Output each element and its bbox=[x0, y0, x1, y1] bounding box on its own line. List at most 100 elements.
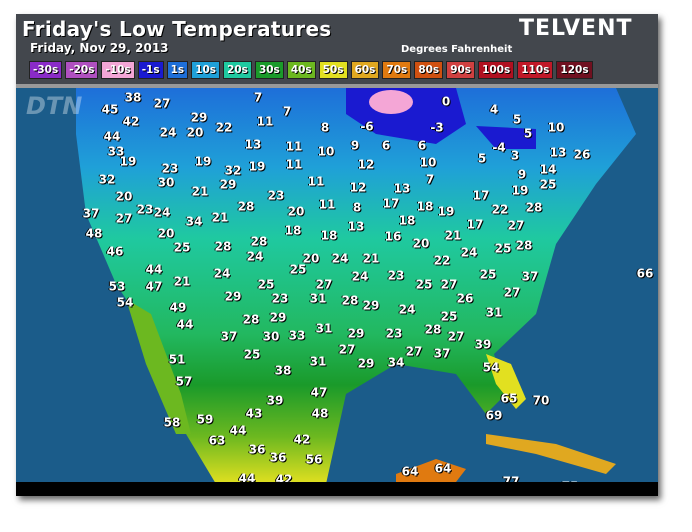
legend-swatch: 60s bbox=[350, 61, 380, 79]
temperature-label: 65 bbox=[500, 391, 518, 406]
temperature-label: 20 bbox=[287, 204, 305, 219]
temperature-label: 21 bbox=[211, 210, 229, 225]
temperature-label: 0 bbox=[441, 94, 451, 109]
temperature-label: 28 bbox=[341, 293, 359, 308]
temperature-label: 13 bbox=[393, 181, 411, 196]
temperature-label: 24 bbox=[153, 205, 171, 220]
temperature-label: 37 bbox=[433, 346, 451, 361]
temperature-label: 23 bbox=[161, 161, 179, 176]
temperature-label: 26 bbox=[573, 147, 591, 162]
temperature-label: 57 bbox=[175, 374, 193, 389]
temperature-label: -3 bbox=[430, 120, 444, 135]
temperature-label: 22 bbox=[491, 202, 509, 217]
temperature-label: 27 bbox=[440, 277, 458, 292]
temperature-label: 32 bbox=[224, 163, 242, 178]
temperature-label: 21 bbox=[191, 184, 209, 199]
temperature-label: 16 bbox=[384, 229, 402, 244]
temperature-label: 20 bbox=[115, 189, 133, 204]
temperature-label: 24 bbox=[331, 251, 349, 266]
temperature-label: 28 bbox=[515, 238, 533, 253]
header-bar: Friday's Low Temperatures Friday, Nov 29… bbox=[16, 14, 658, 86]
temperature-label: 47 bbox=[145, 279, 163, 294]
temperature-legend: -30s -20s -10s -1s 1s 10s 20s 30s 40s 50s 60s 70s 80… bbox=[29, 61, 593, 79]
temperature-label: 17 bbox=[466, 217, 484, 232]
legend-swatch: 30s bbox=[254, 61, 284, 79]
temperature-label: 18 bbox=[320, 228, 338, 243]
temperature-label: 64 bbox=[434, 461, 452, 476]
temperature-label: 18 bbox=[398, 213, 416, 228]
cold-pocket-minus10 bbox=[369, 90, 413, 114]
temperature-label: 27 bbox=[447, 329, 465, 344]
temperature-label: 59 bbox=[196, 412, 214, 427]
temperature-label: 27 bbox=[315, 277, 333, 292]
temperature-label: 22 bbox=[215, 120, 233, 135]
temperature-label: 25 bbox=[440, 309, 458, 324]
temperature-label: 20 bbox=[302, 251, 320, 266]
temperature-label: 18 bbox=[416, 199, 434, 214]
temperature-label: 25 bbox=[539, 177, 557, 192]
temperature-label: 37 bbox=[521, 269, 539, 284]
legend-swatch: -30s bbox=[29, 61, 63, 79]
temperature-label: 19 bbox=[119, 154, 137, 169]
temperature-label: 11 bbox=[285, 157, 303, 172]
temperature-label: 45 bbox=[101, 102, 119, 117]
temperature-label: 25 bbox=[494, 241, 512, 256]
map-date: Friday, Nov 29, 2013 bbox=[30, 41, 169, 55]
temperature-label: 32 bbox=[98, 172, 116, 187]
legend-swatch: 100s bbox=[478, 61, 515, 79]
temperature-label: 24 bbox=[159, 125, 177, 140]
temperature-label: 3 bbox=[510, 148, 520, 163]
temperature-label: 27 bbox=[405, 344, 423, 359]
temperature-label: 30 bbox=[262, 329, 280, 344]
temperature-label: 28 bbox=[525, 200, 543, 215]
temperature-label: 56 bbox=[305, 452, 323, 467]
temperature-label: 25 bbox=[173, 240, 191, 255]
temperature-label: 21 bbox=[173, 274, 191, 289]
temperature-label: 48 bbox=[311, 406, 329, 421]
map-background bbox=[76, 88, 636, 484]
temperature-label: 11 bbox=[256, 114, 274, 129]
temperature-label: 31 bbox=[309, 291, 327, 306]
temperature-label: 18 bbox=[284, 223, 302, 238]
temperature-label: 5 bbox=[523, 126, 533, 141]
temperature-label: 21 bbox=[362, 251, 380, 266]
temperature-label: 23 bbox=[267, 188, 285, 203]
temperature-label: 28 bbox=[242, 312, 260, 327]
temperature-label: 14 bbox=[539, 162, 557, 177]
temperature-label: 27 bbox=[338, 342, 356, 357]
temperature-label: 44 bbox=[176, 317, 194, 332]
temperature-label: 22 bbox=[433, 253, 451, 268]
temperature-label: 37 bbox=[220, 329, 238, 344]
temperature-label: 26 bbox=[456, 291, 474, 306]
legend-swatch: 20s bbox=[223, 61, 252, 79]
header-divider bbox=[16, 84, 658, 88]
temperature-label: -6 bbox=[360, 119, 374, 134]
temperature-label: 25 bbox=[289, 262, 307, 277]
temperature-label: 7 bbox=[282, 104, 292, 119]
temperature-label: 42 bbox=[122, 114, 140, 129]
temperature-label: 36 bbox=[269, 450, 287, 465]
temperature-label: 34 bbox=[387, 355, 405, 370]
temperature-label: 5 bbox=[512, 112, 522, 127]
cold-pocket-quebec bbox=[476, 126, 536, 149]
temperature-label: 20 bbox=[186, 125, 204, 140]
temperature-label: 6 bbox=[417, 138, 427, 153]
temperature-label: 51 bbox=[168, 352, 186, 367]
temperature-label: 30 bbox=[157, 175, 175, 190]
temperature-label: 23 bbox=[136, 202, 154, 217]
temperature-label: 23 bbox=[387, 268, 405, 283]
legend-swatch: 10s bbox=[191, 61, 221, 79]
temperature-label: 6 bbox=[381, 138, 391, 153]
land-baja bbox=[126, 299, 191, 434]
temperature-label: 63 bbox=[208, 433, 226, 448]
land-cuba bbox=[486, 434, 616, 474]
temperature-label: 23 bbox=[271, 291, 289, 306]
temperature-label: 38 bbox=[274, 363, 292, 378]
temperature-label: 19 bbox=[194, 154, 212, 169]
temperature-label: 21 bbox=[444, 228, 462, 243]
temperature-label: 12 bbox=[349, 180, 367, 195]
temperature-label: 24 bbox=[246, 249, 264, 264]
temperature-label: 11 bbox=[285, 139, 303, 154]
temperature-label: 20 bbox=[412, 236, 430, 251]
temperature-label: 8 bbox=[352, 200, 362, 215]
